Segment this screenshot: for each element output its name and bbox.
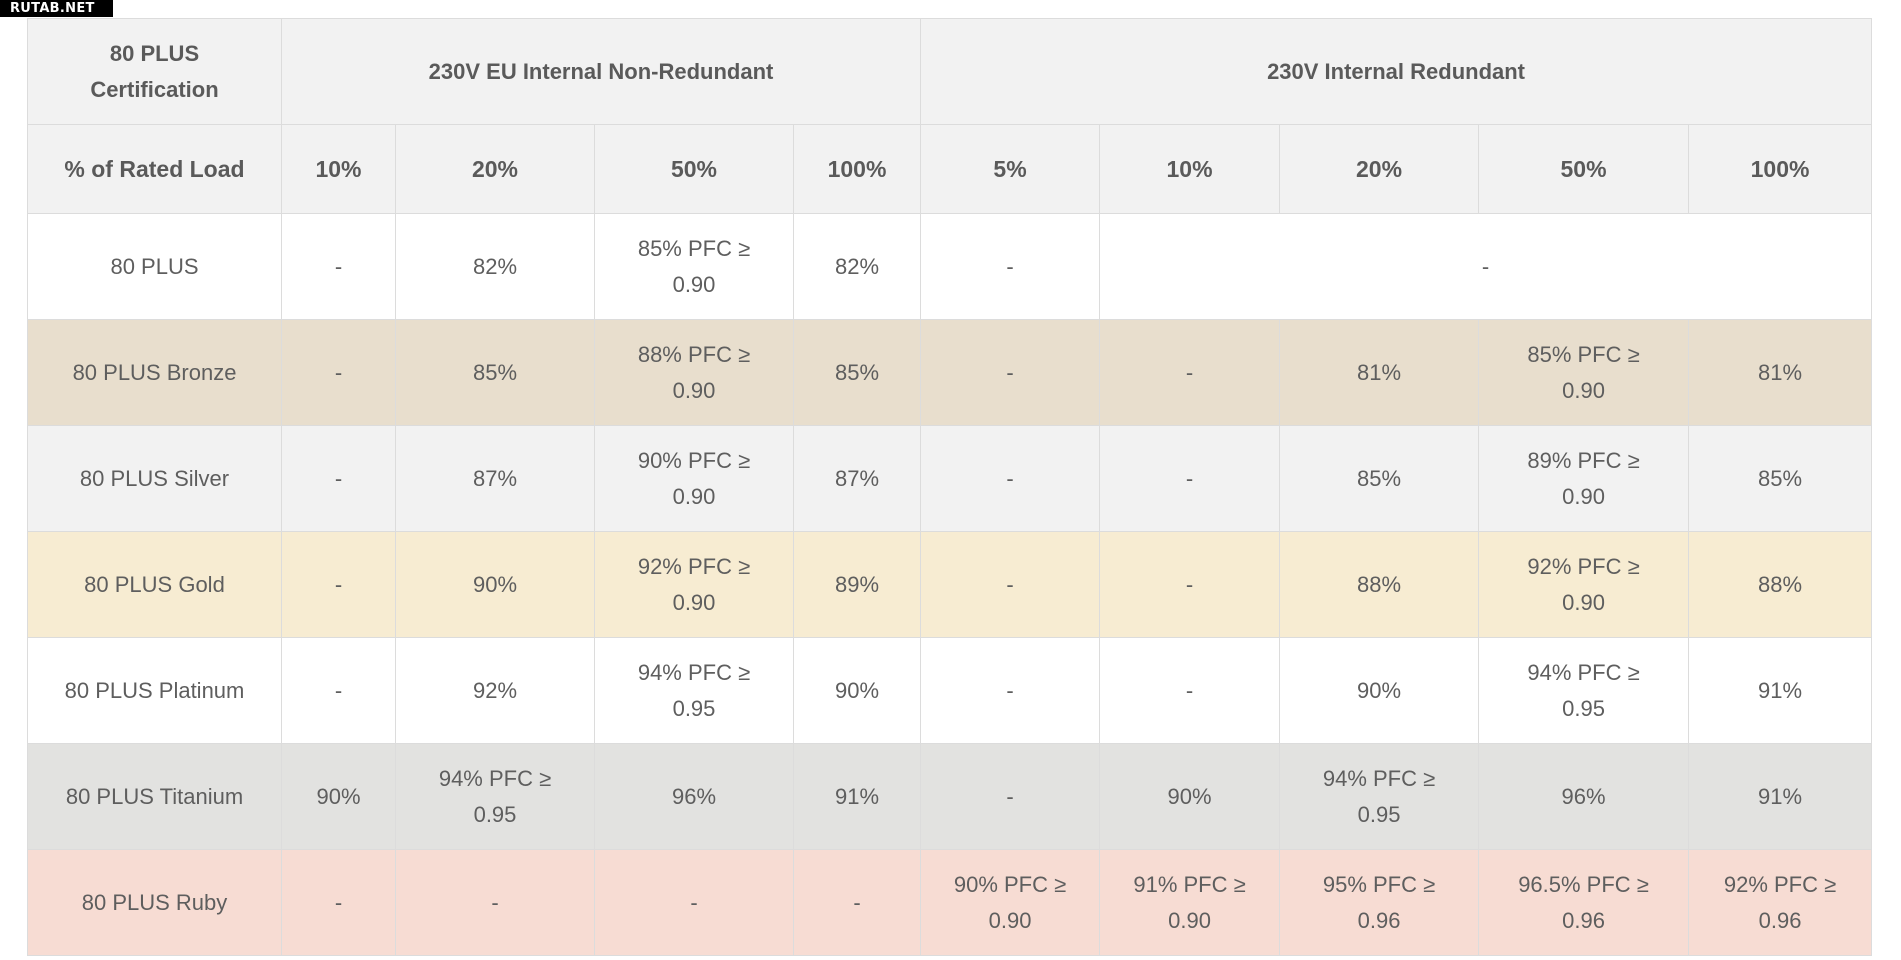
cell: 94% PFC ≥ 0.95 — [1279, 743, 1480, 850]
cell: 90% — [792, 637, 922, 744]
cell: 82% — [395, 213, 595, 320]
cell: 88% — [1688, 531, 1873, 638]
table-row: 80 PLUS Silver - 87% 90% PFC ≥ 0.90 87% … — [27, 425, 1873, 532]
cell: - — [920, 743, 1101, 850]
cell: 95% PFC ≥ 0.96 — [1279, 849, 1480, 956]
cell: 92% PFC ≥ 0.90 — [1478, 531, 1690, 638]
cell: - — [281, 849, 396, 956]
row-name: 80 PLUS Titanium — [27, 743, 282, 850]
cell: 87% — [395, 425, 595, 532]
header-redundant-load: 50% — [1478, 124, 1690, 214]
cell: 96% — [1478, 743, 1690, 850]
cell: 90% — [1099, 743, 1281, 850]
table-row: 80 PLUS Platinum - 92% 94% PFC ≥ 0.95 90… — [27, 637, 1873, 744]
cell: 92% PFC ≥ 0.96 — [1688, 849, 1873, 956]
row-name: 80 PLUS Ruby — [27, 849, 282, 956]
cell: 91% PFC ≥ 0.90 — [1099, 849, 1281, 956]
row-name: 80 PLUS — [27, 213, 282, 320]
header-eu-load: 20% — [395, 124, 595, 214]
cell: 89% PFC ≥ 0.90 — [1478, 425, 1690, 532]
cell: 88% — [1279, 531, 1480, 638]
header-eu-load: 100% — [792, 124, 922, 214]
cell: - — [1099, 319, 1281, 426]
row-name: 80 PLUS Gold — [27, 531, 282, 638]
table-row: 80 PLUS - 82% 85% PFC ≥ 0.90 82% - - — [27, 213, 1873, 320]
cell: 90% — [1279, 637, 1480, 744]
cell: 90% PFC ≥ 0.90 — [920, 849, 1101, 956]
row-name: 80 PLUS Bronze — [27, 319, 282, 426]
cell: 91% — [1688, 743, 1873, 850]
cell: 85% — [792, 319, 922, 426]
cell: 85% — [1279, 425, 1480, 532]
cell: - — [594, 849, 794, 956]
cell: 81% — [1279, 319, 1480, 426]
table-row: 80 PLUS Gold - 90% 92% PFC ≥ 0.90 89% - … — [27, 531, 1873, 638]
cell: - — [1099, 637, 1281, 744]
cell: 90% — [395, 531, 595, 638]
cell: 91% — [1688, 637, 1873, 744]
header-cert-label: 80 PLUS Certification — [27, 18, 282, 125]
header-group-redundant: 230V Internal Redundant — [920, 18, 1873, 125]
cell: - — [792, 849, 922, 956]
cell: 92% PFC ≥ 0.90 — [594, 531, 794, 638]
cell: - — [395, 849, 595, 956]
cell: 85% PFC ≥ 0.90 — [594, 213, 794, 320]
cell: 85% — [1688, 425, 1873, 532]
cell: - — [1099, 531, 1281, 638]
header-redundant-load: 10% — [1099, 124, 1281, 214]
cell: - — [281, 213, 396, 320]
cell: 87% — [792, 425, 922, 532]
cell: 94% PFC ≥ 0.95 — [395, 743, 595, 850]
row-name: 80 PLUS Platinum — [27, 637, 282, 744]
cell: - — [920, 319, 1101, 426]
row-name: 80 PLUS Silver — [27, 425, 282, 532]
header-group-eu: 230V EU Internal Non-Redundant — [280, 18, 922, 125]
header-load-label: % of Rated Load — [27, 124, 282, 214]
cell: 92% — [395, 637, 595, 744]
cell: 85% PFC ≥ 0.90 — [1478, 319, 1690, 426]
header-redundant-load: 20% — [1279, 124, 1480, 214]
cell: - — [281, 319, 396, 426]
cell: 96% — [594, 743, 794, 850]
cell: 94% PFC ≥ 0.95 — [1478, 637, 1690, 744]
header-redundant-load: 100% — [1688, 124, 1873, 214]
header-redundant-load: 5% — [920, 124, 1101, 214]
cell: - — [1099, 425, 1281, 532]
cell: - — [281, 637, 396, 744]
cell: 90% — [281, 743, 396, 850]
cell: 90% PFC ≥ 0.90 — [594, 425, 794, 532]
header-row-groups: 80 PLUS Certification 230V EU Internal N… — [27, 18, 1873, 125]
cell: - — [920, 531, 1101, 638]
cell: - — [920, 425, 1101, 532]
table-row: 80 PLUS Bronze - 85% 88% PFC ≥ 0.90 85% … — [27, 319, 1873, 426]
table-row: 80 PLUS Ruby - - - - 90% PFC ≥ 0.90 91% … — [27, 849, 1873, 956]
cell: - — [281, 531, 396, 638]
header-eu-load: 10% — [281, 124, 396, 214]
table-row: 80 PLUS Titanium 90% 94% PFC ≥ 0.95 96% … — [27, 743, 1873, 850]
cell: 89% — [792, 531, 922, 638]
header-eu-load: 50% — [594, 124, 794, 214]
cell: 81% — [1688, 319, 1873, 426]
cell: 82% — [792, 213, 922, 320]
cell: - — [920, 637, 1101, 744]
cell: 96.5% PFC ≥ 0.96 — [1478, 849, 1690, 956]
cell: - — [281, 425, 396, 532]
cell: 91% — [792, 743, 922, 850]
cell: - — [1099, 213, 1873, 320]
watermark-logo: RUTAB.NET — [0, 0, 113, 17]
cell: 85% — [395, 319, 595, 426]
cell: - — [920, 213, 1101, 320]
cell: 88% PFC ≥ 0.90 — [594, 319, 794, 426]
cell: 94% PFC ≥ 0.95 — [594, 637, 794, 744]
header-row-loads: % of Rated Load 10% 20% 50% 100% 5% 10% … — [27, 124, 1873, 214]
certification-table: 80 PLUS Certification 230V EU Internal N… — [27, 18, 1873, 956]
